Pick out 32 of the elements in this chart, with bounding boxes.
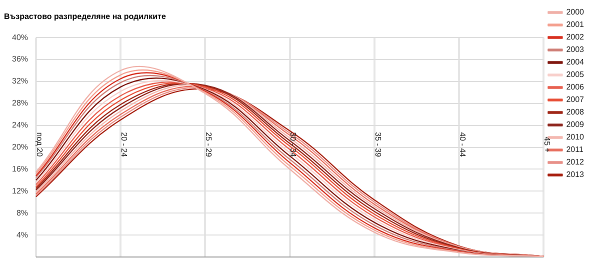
legend-label: 2013	[566, 170, 585, 180]
x-tick-label: 40 - 44	[458, 132, 467, 158]
legend-label: 2008	[566, 108, 585, 117]
legend-label: 2000	[566, 8, 585, 17]
legend-label: 2001	[566, 20, 585, 30]
y-tick-label: 32%	[12, 76, 28, 86]
x-tick-label: 35 - 39	[373, 132, 382, 158]
y-tick-label: 16%	[12, 164, 28, 174]
legend-label: 2007	[566, 95, 585, 104]
legend-label: 2005	[566, 70, 585, 80]
x-tick-label: 30 - 34	[288, 132, 298, 158]
legend-label: 2010	[566, 132, 585, 142]
legend-label: 2012	[566, 158, 585, 167]
legend-label: 2011	[566, 145, 584, 154]
chart-title: Възрастово разпределяне на родилките	[4, 12, 166, 22]
y-tick-label: 4%	[16, 230, 28, 240]
y-tick-label: 20%	[12, 142, 28, 152]
legend-label: 2006	[566, 82, 585, 92]
y-tick-label: 40%	[12, 32, 28, 42]
x-tick-label: под 20	[34, 132, 44, 158]
y-tick-label: 12%	[12, 186, 28, 196]
x-tick-label: 20 - 24	[119, 132, 128, 158]
legend-label: 2003	[566, 45, 585, 54]
y-tick-label: 8%	[16, 208, 28, 218]
legend-label: 2009	[566, 120, 585, 130]
legend-label: 2004	[566, 58, 585, 67]
y-tick-label: 36%	[12, 54, 28, 64]
legend-label: 2002	[566, 32, 585, 42]
y-tick-label: 28%	[12, 98, 28, 108]
x-tick-label: 25 - 29	[204, 132, 214, 158]
x-tick-label: 45 +	[542, 136, 552, 153]
y-tick-label: 24%	[12, 120, 28, 130]
